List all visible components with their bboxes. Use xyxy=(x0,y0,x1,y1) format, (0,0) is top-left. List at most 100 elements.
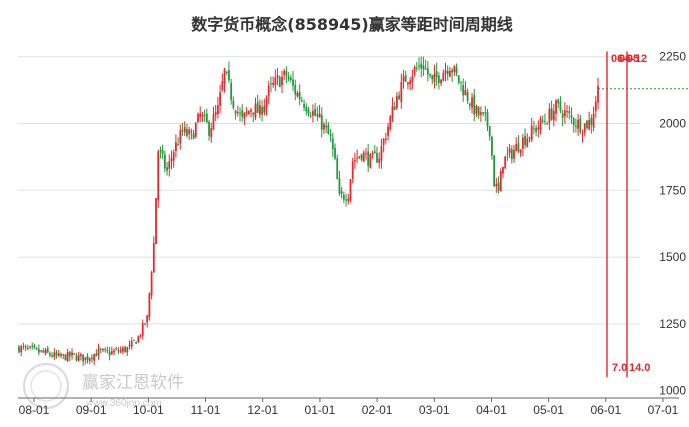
candle-body xyxy=(382,139,385,146)
candle-body xyxy=(300,100,303,102)
candle-body xyxy=(508,148,511,153)
candle-body xyxy=(318,113,321,118)
candle-body xyxy=(486,112,489,127)
candle-body xyxy=(413,66,416,75)
candle-body xyxy=(539,118,542,131)
candle-body xyxy=(491,136,493,156)
candle-body xyxy=(506,153,509,155)
candle-body xyxy=(221,81,224,90)
candle-body xyxy=(57,353,60,356)
watermark-url: www.360jnn.com xyxy=(85,398,162,409)
candle-body xyxy=(484,112,487,114)
candle-body xyxy=(88,358,91,362)
candle-body xyxy=(55,352,58,356)
candle-body xyxy=(210,127,213,138)
watermark: 赢家江恩软件 www.360jnn.com xyxy=(23,363,184,409)
candle-body xyxy=(276,75,279,78)
candle-body xyxy=(334,147,336,159)
candle-body xyxy=(194,123,197,137)
candle-body xyxy=(35,347,38,349)
candle-body xyxy=(444,70,447,74)
candle-body xyxy=(440,79,442,84)
candle-body xyxy=(568,111,571,114)
candle-body xyxy=(528,137,531,139)
candle-body xyxy=(517,143,520,152)
candle-body xyxy=(250,109,252,112)
candle-body xyxy=(398,95,401,100)
candle-body xyxy=(457,75,460,83)
candle-body xyxy=(384,138,387,140)
candle-body xyxy=(68,351,71,357)
candle-body xyxy=(453,66,456,73)
candle-body xyxy=(488,125,491,137)
candle-body xyxy=(338,178,341,194)
candle-body xyxy=(298,92,301,100)
candle-body xyxy=(102,349,104,351)
candle-body xyxy=(320,114,323,130)
candle-body xyxy=(411,76,414,83)
candle-body xyxy=(371,152,374,155)
candle-body xyxy=(115,349,118,351)
candle-body xyxy=(186,128,188,136)
candle-body xyxy=(389,116,392,130)
candle-body xyxy=(462,85,465,96)
candle-body xyxy=(203,114,206,116)
x-tick-label: 04-01 xyxy=(476,403,507,417)
candle-body xyxy=(113,350,115,353)
candle-body xyxy=(84,357,87,361)
candle-body xyxy=(409,80,412,85)
candle-body xyxy=(79,354,82,357)
candle-body xyxy=(62,354,65,356)
watermark-text: 赢家江恩软件 xyxy=(82,373,184,393)
candle-body xyxy=(190,131,193,133)
candle-body xyxy=(510,149,513,160)
candle-body xyxy=(223,69,226,84)
candle-body xyxy=(323,124,325,130)
candle-body xyxy=(219,92,222,106)
candle-body xyxy=(475,105,478,114)
candle-body xyxy=(152,243,155,273)
candle-body xyxy=(519,149,522,154)
candle-body xyxy=(530,125,533,141)
cycle-date-label: 06-05 xyxy=(611,53,639,65)
candle-body xyxy=(66,352,69,362)
candle-body xyxy=(468,103,471,106)
candle-body xyxy=(157,151,160,201)
candle-body xyxy=(555,100,557,114)
candle-body xyxy=(499,171,502,192)
candle-body xyxy=(433,73,436,83)
candle-body xyxy=(267,85,270,97)
candle-body xyxy=(541,120,544,122)
candle-body xyxy=(497,182,500,191)
candles xyxy=(18,56,599,366)
candle-body xyxy=(395,96,398,109)
candle-body xyxy=(51,355,54,357)
candle-body xyxy=(126,347,129,353)
candle-body xyxy=(393,106,396,111)
x-tick-label: 05-01 xyxy=(533,403,564,417)
candle-body xyxy=(579,118,582,133)
candle-body xyxy=(205,113,208,123)
cycle-count-label: 7.0 xyxy=(612,362,627,374)
candle-body xyxy=(97,348,100,356)
candle-body xyxy=(376,152,378,163)
candle-body xyxy=(201,114,204,116)
candle-body xyxy=(225,71,228,73)
y-tick-label: 2250 xyxy=(659,50,686,64)
candle-body xyxy=(329,134,332,137)
candle-body xyxy=(31,345,34,347)
candle-body xyxy=(577,119,580,129)
candle-body xyxy=(243,112,246,119)
candle-body xyxy=(121,347,124,352)
x-tick-label: 06-01 xyxy=(590,403,621,417)
candle-body xyxy=(402,76,405,81)
cycle-count-label: 14.0 xyxy=(629,362,650,374)
candle-body xyxy=(504,156,507,169)
candle-body xyxy=(307,109,310,114)
candle-body xyxy=(172,152,175,161)
candle-body xyxy=(192,133,195,140)
candle-body xyxy=(146,315,149,323)
candle-body xyxy=(228,70,230,81)
candle-body xyxy=(133,339,135,341)
candle-body xyxy=(592,113,595,128)
